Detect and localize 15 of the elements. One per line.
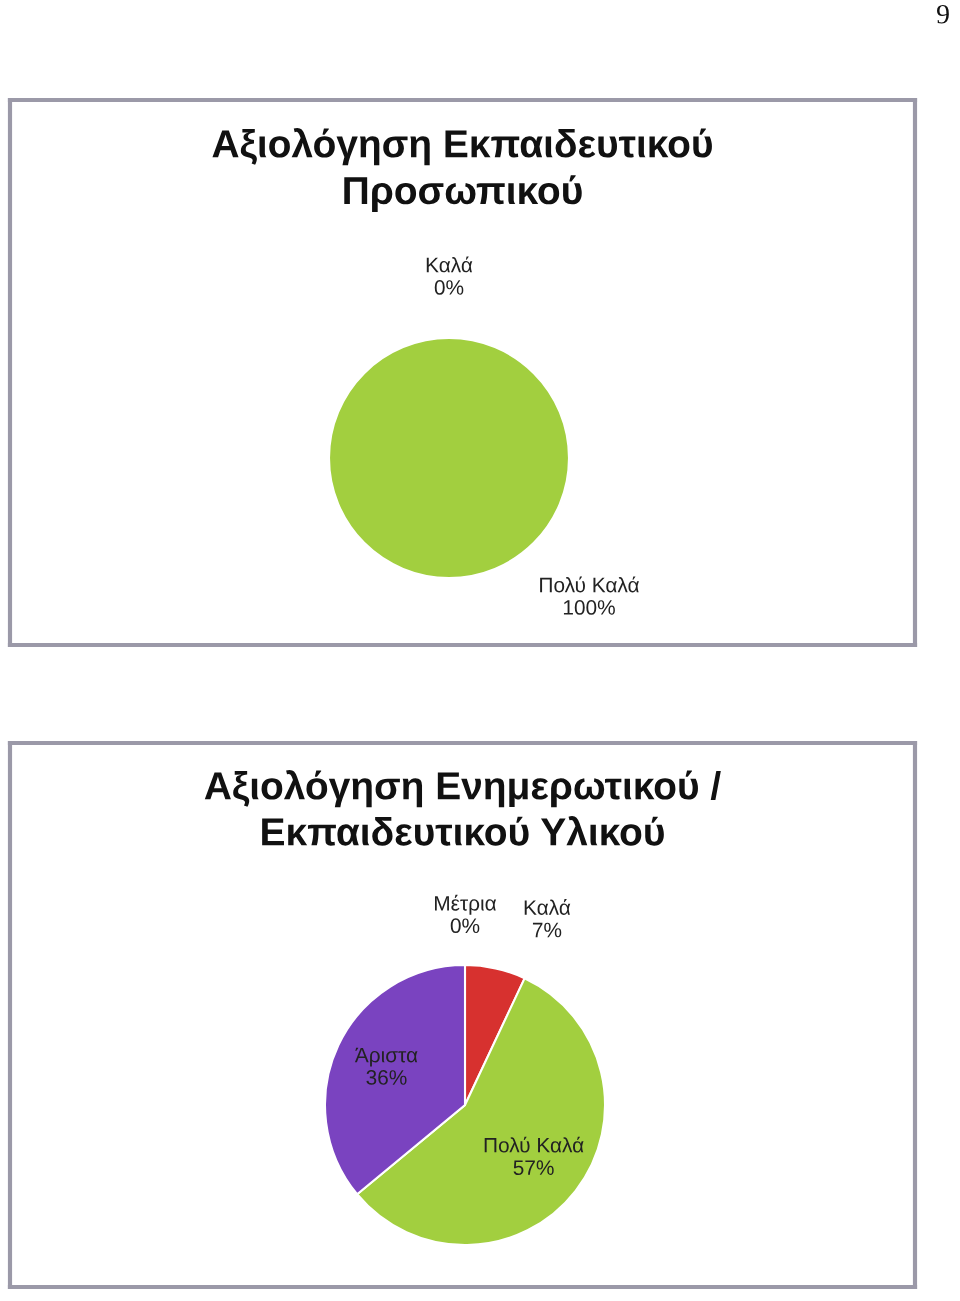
category-label: Μέτρια (435, 894, 497, 915)
text: 0% (450, 918, 480, 934)
category-label: Καλά (426, 256, 473, 273)
slice-label: Πολύ Καλά (484, 1136, 584, 1153)
text: 9 (937, 4, 949, 24)
slice-label: Καλά (524, 899, 571, 915)
slice-label: Άριστα (354, 1047, 418, 1067)
data-label: 7% (532, 922, 562, 938)
slice-label: Πολύ Καλά (540, 576, 639, 593)
chart-title: Αξιολόγηση Εκπαιδευτικού Προσωπικού (212, 127, 712, 212)
text: 0% (434, 280, 464, 295)
chart-title: Αξιολόγηση Ενημερωτικού / Εκπαιδευτικού Υλικού (204, 770, 721, 846)
data-label: 57% (513, 1160, 554, 1176)
data-label: 36% (366, 1070, 407, 1085)
data-label: 100% (563, 600, 615, 615)
